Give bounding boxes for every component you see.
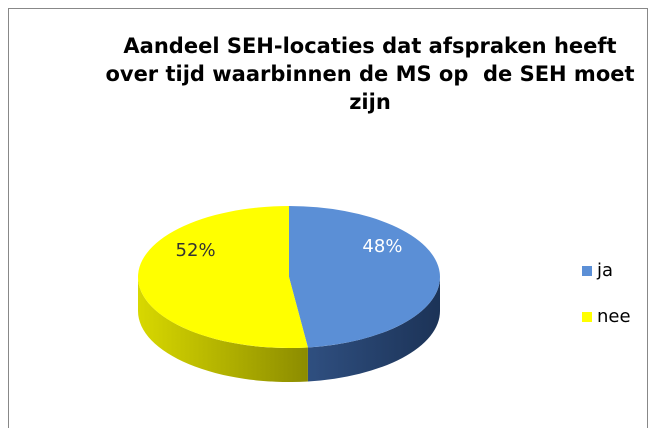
legend-swatch (582, 312, 592, 322)
pie-slice (138, 206, 308, 348)
legend-label: ja (596, 260, 613, 281)
pie-slice (289, 206, 441, 348)
legend-swatch (582, 266, 592, 276)
data-label: 48% (362, 236, 402, 257)
pie-slice-side (307, 277, 440, 382)
data-label: 52% (176, 240, 216, 261)
pie-slice-side (138, 277, 308, 382)
legend-label: nee (597, 306, 631, 327)
chart-frame (8, 8, 648, 428)
chart-title: Aandeel SEH-locaties dat afspraken heeft… (105, 34, 642, 114)
